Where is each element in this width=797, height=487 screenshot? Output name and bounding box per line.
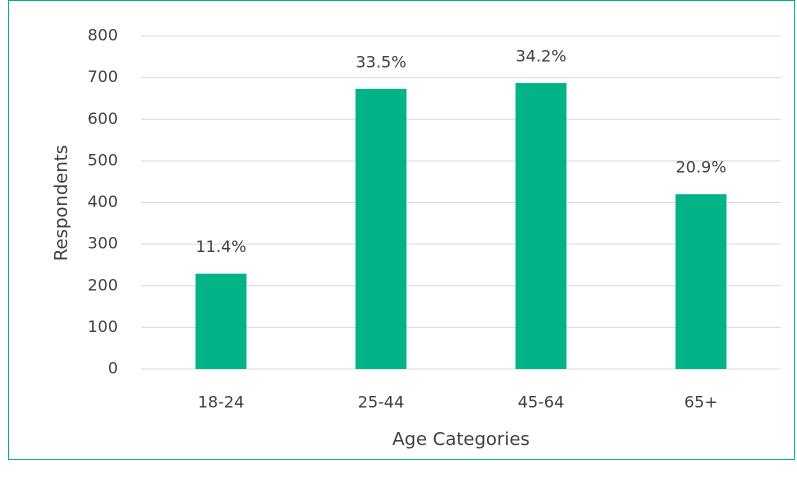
- bar: [355, 88, 407, 370]
- bar: [515, 83, 567, 369]
- x-tick-label: 25-44: [358, 393, 405, 412]
- y-tick-label: 200: [87, 275, 118, 294]
- y-axis-label: Respondents: [51, 145, 72, 261]
- y-tick-label: 300: [87, 234, 118, 253]
- x-tick-label: 65+: [684, 393, 718, 412]
- data-label: 20.9%: [676, 158, 727, 177]
- y-tick-label: 500: [87, 150, 118, 169]
- data-label: 33.5%: [356, 52, 407, 71]
- x-tick-label: 45-64: [518, 393, 565, 412]
- y-tick-label: 700: [87, 67, 118, 86]
- y-tick-label: 100: [87, 317, 118, 336]
- data-label: 34.2%: [516, 47, 567, 66]
- x-tick-label: 18-24: [198, 393, 245, 412]
- bar: [195, 273, 247, 369]
- y-tick-label: 0: [108, 359, 118, 378]
- y-tick-label: 800: [87, 26, 118, 45]
- bar: [675, 194, 727, 369]
- x-axis-label: Age Categories: [392, 429, 530, 450]
- data-label: 11.4%: [196, 237, 247, 256]
- y-tick-label: 400: [87, 192, 118, 211]
- y-tick-label: 600: [87, 109, 118, 128]
